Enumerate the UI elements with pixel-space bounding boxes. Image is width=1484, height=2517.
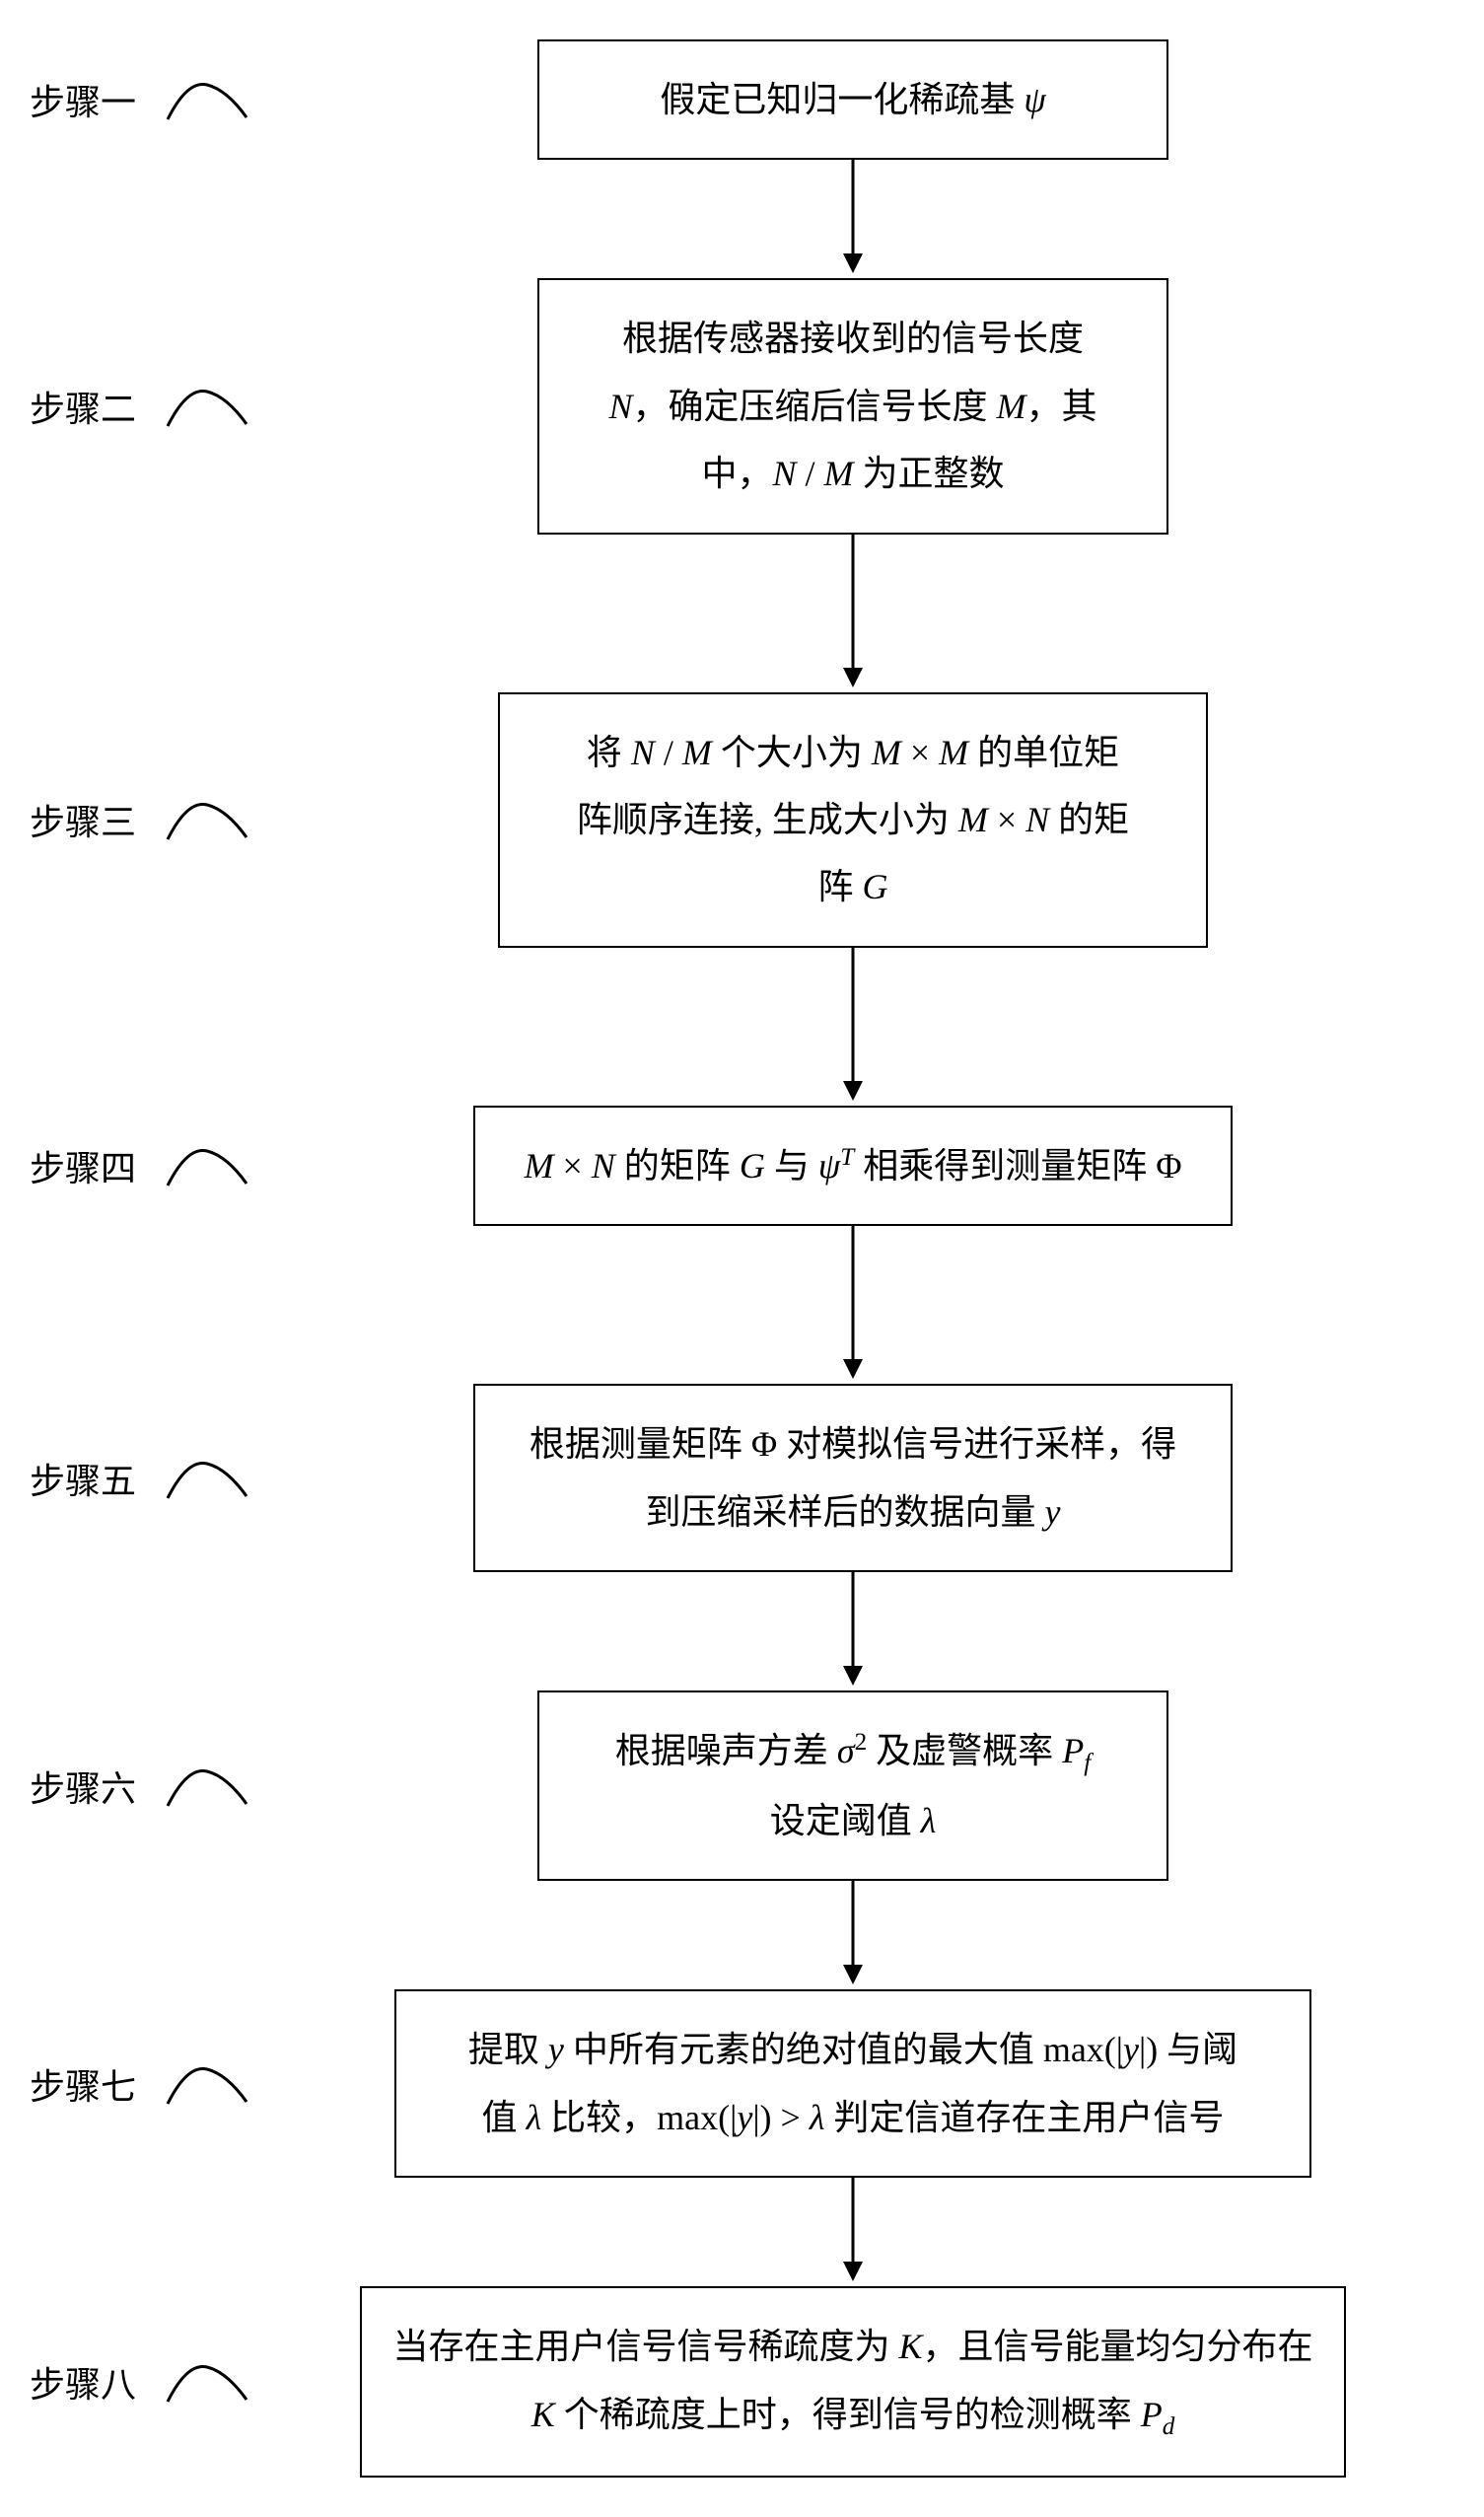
step-box-8: 当存在主用户信号信号稀疏度为 K，且信号能量均匀分布在K 个稀疏度上时，得到信号… (360, 2286, 1346, 2477)
box-container: 根据测量矩阵 Φ 对模拟信号进行采样，得到压缩采样后的数据向量 y (251, 1384, 1454, 1572)
step-box-2: 根据传感器接收到的信号长度N，确定压缩后信号长度 M，其中，N / M 为正整数 (537, 278, 1168, 534)
box-container: 根据传感器接收到的信号长度N，确定压缩后信号长度 M，其中，N / M 为正整数 (251, 278, 1454, 534)
curve-connector (163, 70, 251, 129)
step-label-4: 步骤四 (30, 1140, 148, 1191)
curve-connector (163, 790, 251, 849)
step-row-4: 步骤四 M × N 的矩阵 G 与 ψT 相乘得到测量矩阵 Φ (30, 1106, 1454, 1226)
step-row-1: 步骤一 假定已知归一化稀疏基 ψ (30, 39, 1454, 160)
step-label-5: 步骤五 (30, 1453, 148, 1504)
step-label-6: 步骤六 (30, 1761, 148, 1812)
arrow-connector (30, 1572, 1454, 1690)
arrow-connector (30, 1881, 1454, 1989)
box-container: 提取 y 中所有元素的绝对值的最大值 max(|y|) 与阈值 λ 比较，max… (251, 1989, 1454, 2178)
arrow-connector (30, 535, 1454, 692)
step-label-2: 步骤二 (30, 381, 148, 432)
box-container: 假定已知归一化稀疏基 ψ (251, 39, 1454, 160)
flowchart-container: 步骤一 假定已知归一化稀疏基 ψ 步骤二 根据传感器接收到的信号长度N，确定压缩后信… (30, 39, 1454, 2478)
arrow-connector (30, 2178, 1454, 2286)
box-container: 当存在主用户信号信号稀疏度为 K，且信号能量均匀分布在K 个稀疏度上时，得到信号… (251, 2286, 1454, 2477)
step-box-7: 提取 y 中所有元素的绝对值的最大值 max(|y|) 与阈值 λ 比较，max… (394, 1989, 1311, 2178)
step-box-5: 根据测量矩阵 Φ 对模拟信号进行采样，得到压缩采样后的数据向量 y (473, 1384, 1233, 1572)
step-label-7: 步骤七 (30, 2058, 148, 2110)
step-row-3: 步骤三 将 N / M 个大小为 M × M 的单位矩阵顺序连接, 生成大小为 M… (30, 692, 1454, 948)
curve-connector (163, 1757, 251, 1816)
arrow-connector (30, 948, 1454, 1106)
step-label-8: 步骤八 (30, 2356, 148, 2408)
curve-connector (163, 2352, 251, 2411)
step-row-6: 步骤六 根据噪声方差 σ2 及虚警概率 Pf设定阈值 λ (30, 1690, 1454, 1881)
step-box-6: 根据噪声方差 σ2 及虚警概率 Pf设定阈值 λ (537, 1690, 1168, 1881)
arrow-connector (30, 1226, 1454, 1384)
box-container: 将 N / M 个大小为 M × M 的单位矩阵顺序连接, 生成大小为 M × … (251, 692, 1454, 948)
step-box-3: 将 N / M 个大小为 M × M 的单位矩阵顺序连接, 生成大小为 M × … (498, 692, 1208, 948)
step-row-8: 步骤八 当存在主用户信号信号稀疏度为 K，且信号能量均匀分布在K 个稀疏度上时，得… (30, 2286, 1454, 2477)
curve-connector (163, 1449, 251, 1508)
curve-connector (163, 1136, 251, 1195)
arrow-connector (30, 160, 1454, 278)
step-box-1: 假定已知归一化稀疏基 ψ (537, 39, 1168, 160)
step-row-2: 步骤二 根据传感器接收到的信号长度N，确定压缩后信号长度 M，其中，N / M 为… (30, 278, 1454, 534)
box-container: 根据噪声方差 σ2 及虚警概率 Pf设定阈值 λ (251, 1690, 1454, 1881)
step-label-1: 步骤一 (30, 74, 148, 125)
step-box-4: M × N 的矩阵 G 与 ψT 相乘得到测量矩阵 Φ (473, 1106, 1233, 1226)
step-label-3: 步骤三 (30, 794, 148, 845)
box-container: M × N 的矩阵 G 与 ψT 相乘得到测量矩阵 Φ (251, 1106, 1454, 1226)
step-row-7: 步骤七 提取 y 中所有元素的绝对值的最大值 max(|y|) 与阈值 λ 比较，… (30, 1989, 1454, 2178)
curve-connector (163, 2054, 251, 2114)
curve-connector (163, 377, 251, 436)
step-row-5: 步骤五 根据测量矩阵 Φ 对模拟信号进行采样，得到压缩采样后的数据向量 y (30, 1384, 1454, 1572)
